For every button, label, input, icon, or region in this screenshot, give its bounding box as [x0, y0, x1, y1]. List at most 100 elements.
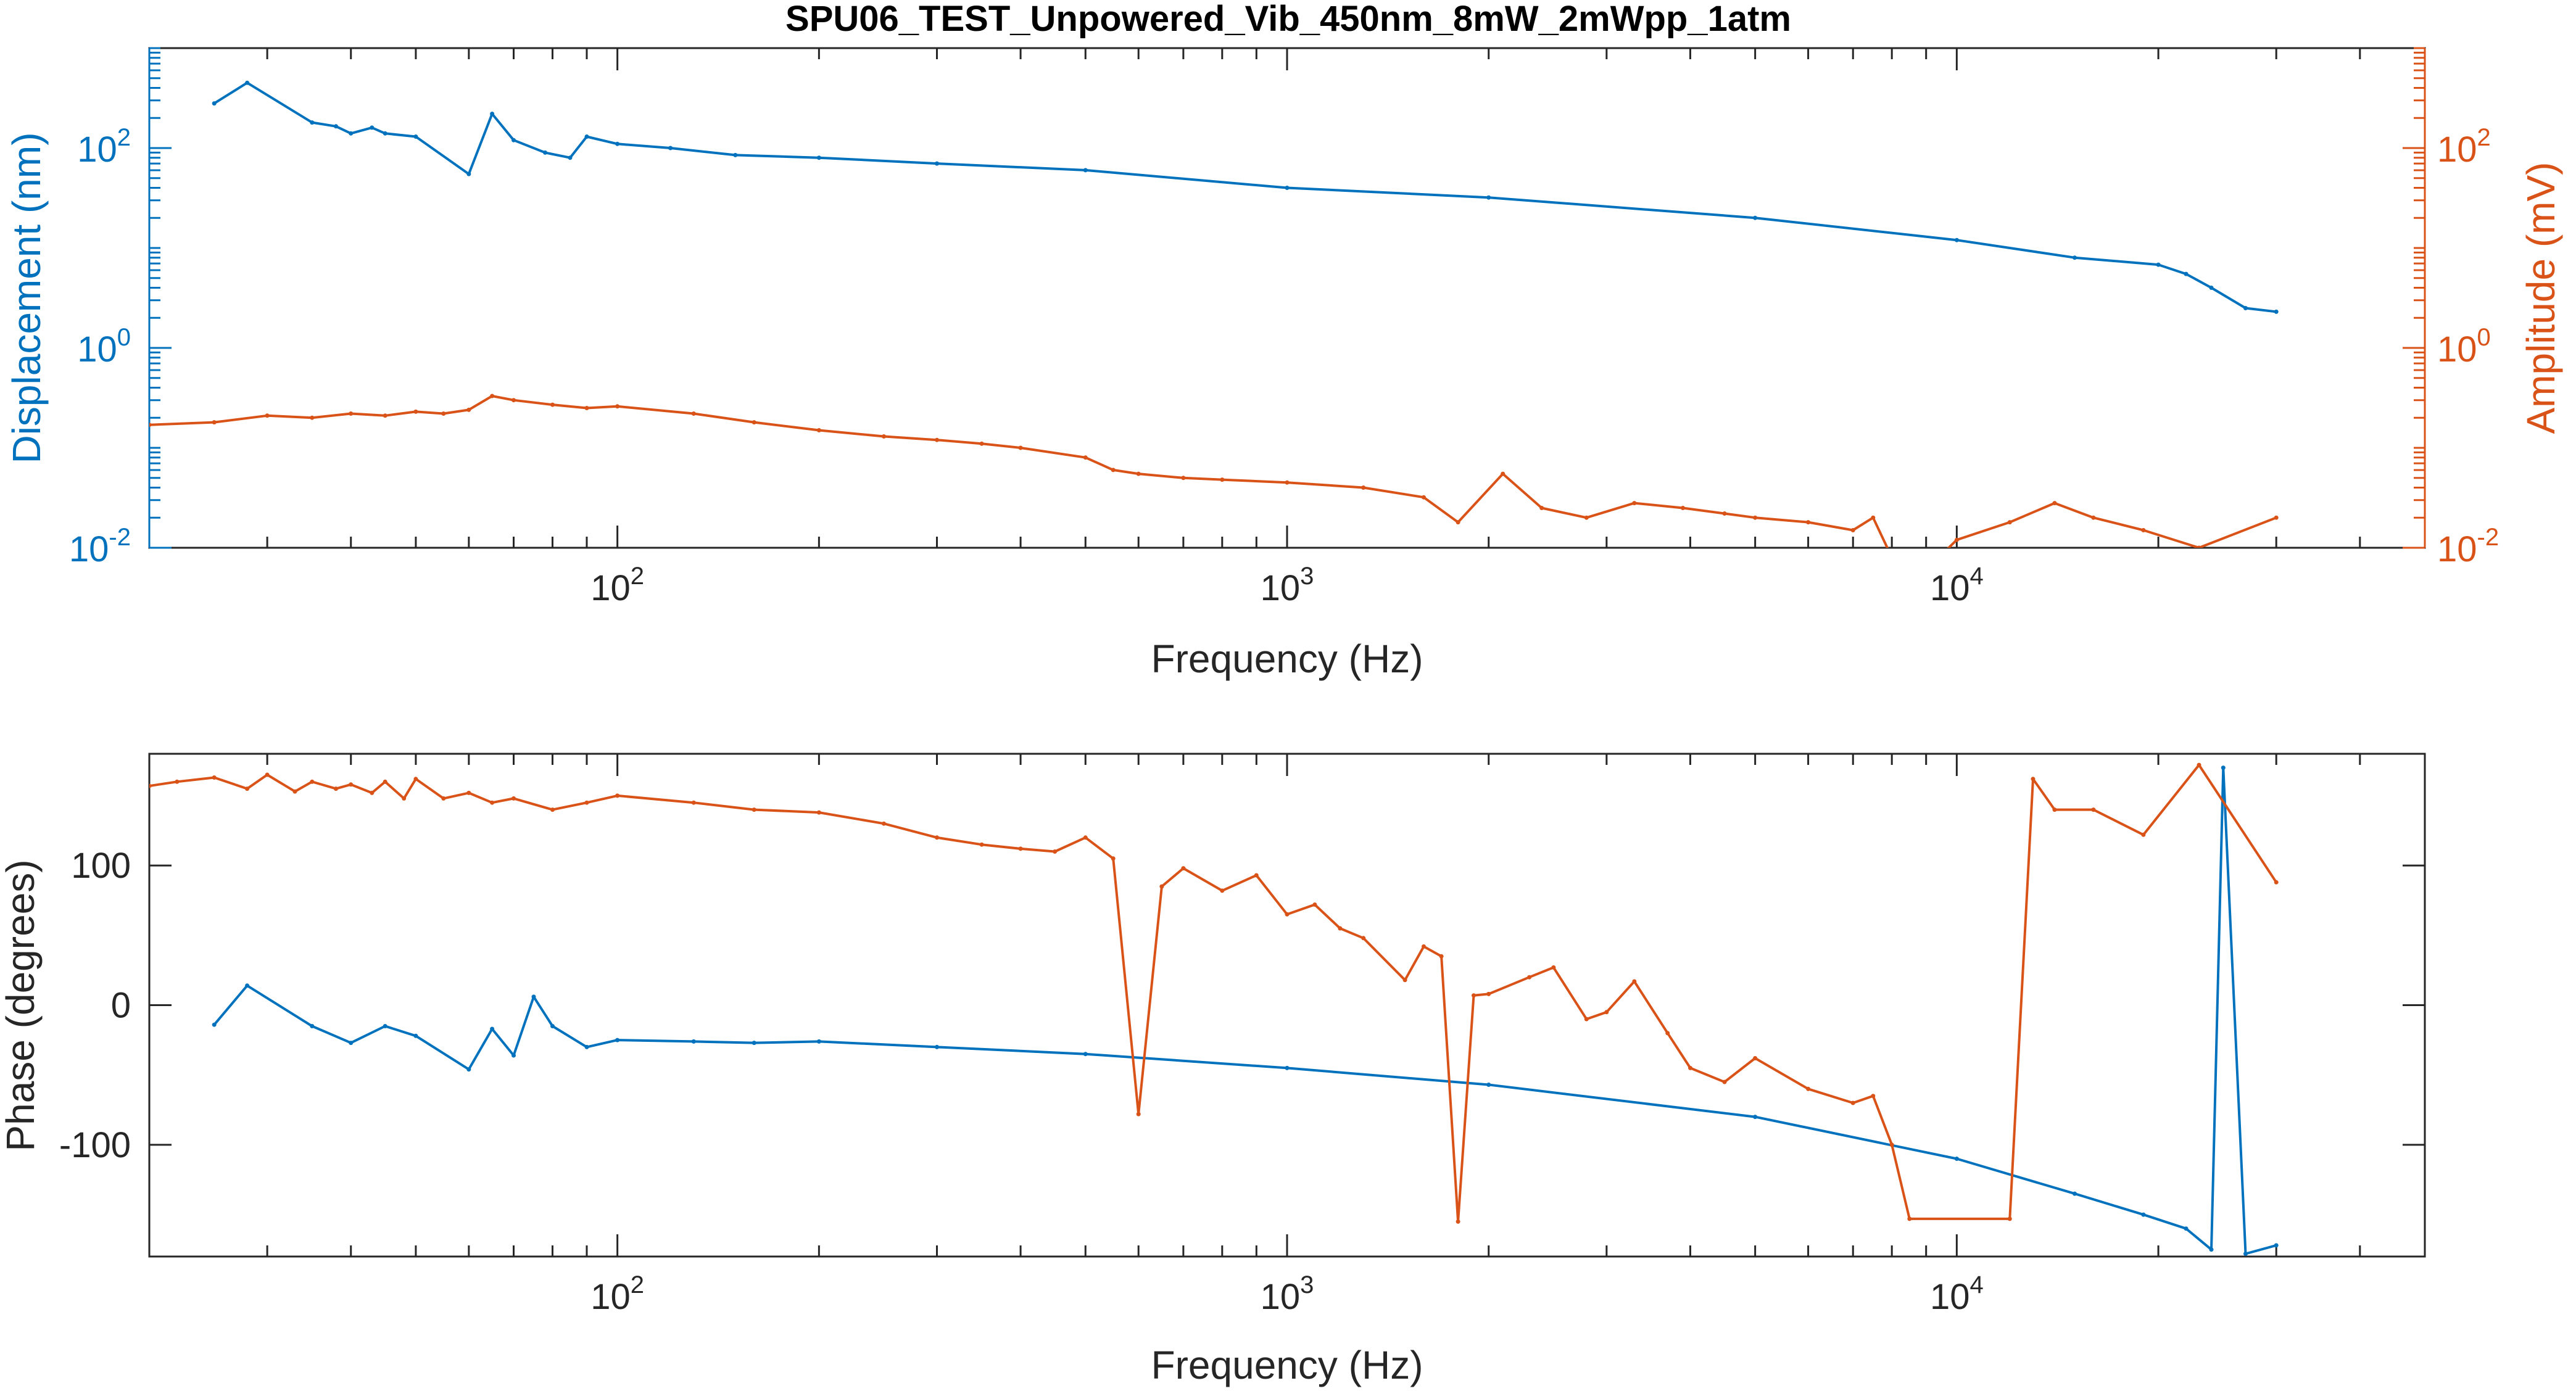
bottom-tick-marks — [148, 754, 2426, 1257]
bottom-data-point — [2007, 1216, 2012, 1221]
bottom-data-point — [615, 1038, 620, 1042]
bottom-data-point — [1402, 978, 1407, 983]
top-data-point — [615, 141, 620, 146]
bottom-series-lines — [149, 762, 2279, 1256]
bottom-data-point — [1472, 993, 1476, 998]
top-data-point — [212, 101, 217, 106]
top-data-point — [668, 146, 673, 151]
bottom-data-point — [1136, 1112, 1141, 1117]
bottom-data-point — [511, 796, 516, 801]
top-series-0 — [212, 80, 2279, 314]
bottom-data-point — [1850, 1100, 1855, 1105]
bottom-data-point — [2274, 880, 2279, 885]
top-data-point — [1285, 186, 1290, 190]
top-series-line-0 — [213, 81, 2277, 313]
bottom-x-tick-label-base: 10 — [1930, 1277, 1970, 1317]
bottom-data-point — [1018, 846, 1023, 851]
top-x-tick-label: 103 — [1261, 563, 1314, 608]
top-data-point — [1422, 495, 1426, 500]
bottom-data-point — [245, 786, 250, 791]
top-data-point — [441, 411, 446, 416]
bottom-data-point — [1688, 1065, 1692, 1070]
top-data-point — [2052, 501, 2057, 506]
bottom-y-tick-label: 100 — [71, 846, 131, 886]
bottom-data-point — [383, 779, 387, 784]
top-data-point — [691, 411, 696, 416]
bottom-data-point — [490, 1026, 495, 1031]
bottom-data-point — [550, 807, 555, 812]
bottom-data-point — [310, 779, 315, 784]
top-data-point — [2073, 255, 2077, 260]
top-data-point — [1539, 506, 1544, 510]
bottom-data-point — [531, 994, 536, 999]
bottom-data-point — [1527, 975, 1532, 980]
top-data-point — [1486, 195, 1491, 200]
bottom-x-tick-label: 104 — [1930, 1271, 1984, 1317]
top-left-y-tick-label-base: 10 — [69, 529, 109, 569]
top-data-point — [310, 120, 315, 125]
bottom-data-point — [691, 1039, 696, 1044]
bottom-x-axis-label: Frequency (Hz) — [1151, 1343, 1423, 1387]
top-data-point — [1083, 168, 1088, 173]
bottom-data-point — [402, 796, 407, 801]
top-left-y-tick-label-base: 10 — [77, 130, 117, 170]
bottom-data-point — [1456, 1219, 1460, 1224]
bottom-data-point — [1871, 1094, 1876, 1099]
top-right-y-tick-label: 100 — [2437, 324, 2491, 369]
top-data-point — [1954, 237, 1959, 242]
top-data-point — [370, 125, 375, 130]
top-data-point — [543, 150, 547, 155]
top-data-point — [2156, 262, 2161, 267]
bottom-data-point — [752, 1041, 756, 1046]
bottom-data-point — [292, 789, 297, 794]
bottom-data-point — [466, 790, 471, 795]
top-data-point — [1018, 445, 1023, 450]
bottom-data-point — [1422, 944, 1426, 949]
top-data-point — [568, 155, 573, 160]
top-data-point — [2197, 545, 2201, 548]
top-data-point — [1584, 515, 1589, 520]
bottom-data-point — [349, 1041, 354, 1046]
top-right-y-tick-label-exponent: 0 — [2477, 324, 2491, 351]
top-data-point — [1954, 537, 1959, 542]
bottom-data-point — [1604, 1010, 1609, 1015]
bottom-data-point — [816, 1039, 821, 1044]
bottom-data-point — [1889, 1142, 1894, 1147]
top-x-tick-label-base: 10 — [1930, 568, 1970, 608]
top-left-y-tick-label-exponent: -2 — [109, 524, 131, 551]
top-data-point — [584, 406, 589, 410]
bottom-data-point — [1254, 873, 1259, 878]
bottom-data-point — [935, 1044, 939, 1049]
top-right-y-tick-label: 102 — [2437, 124, 2491, 170]
bottom-data-point — [511, 1053, 516, 1058]
figure-title: SPU06_TEST_Unpowered_Vib_450nm_8mW_2mWpp… — [785, 0, 1791, 39]
top-data-point — [2274, 515, 2279, 520]
bottom-data-point — [935, 835, 939, 840]
top-data-point — [1871, 515, 1876, 520]
top-left-y-tick-label: 100 — [77, 324, 131, 369]
top-axes-box — [148, 47, 2426, 549]
top-data-point — [2209, 286, 2214, 290]
top-data-point — [935, 161, 939, 166]
bottom-data-point — [584, 1044, 589, 1049]
top-left-y-tick-label-exponent: 0 — [117, 324, 131, 351]
top-data-point — [816, 428, 821, 432]
bottom-data-point — [1159, 884, 1164, 889]
top-data-point — [413, 409, 418, 414]
bottom-x-tick-label-exponent: 4 — [1969, 1271, 1983, 1298]
top-data-point — [979, 441, 984, 446]
bottom-data-point — [584, 800, 589, 805]
bottom-y-axis-label: Phase (degrees) — [0, 859, 43, 1151]
bottom-data-point — [2184, 1226, 2189, 1231]
top-data-point — [212, 420, 217, 425]
top-data-point — [265, 413, 270, 418]
bottom-data-point — [550, 1024, 555, 1028]
top-data-point — [1632, 501, 1637, 506]
top-data-point — [334, 124, 338, 129]
bottom-data-point — [2091, 807, 2096, 812]
top-data-point — [2141, 528, 2146, 532]
bottom-data-point — [1083, 1052, 1088, 1057]
bottom-data-point — [1907, 1216, 1912, 1221]
bottom-data-point — [1954, 1157, 1959, 1161]
